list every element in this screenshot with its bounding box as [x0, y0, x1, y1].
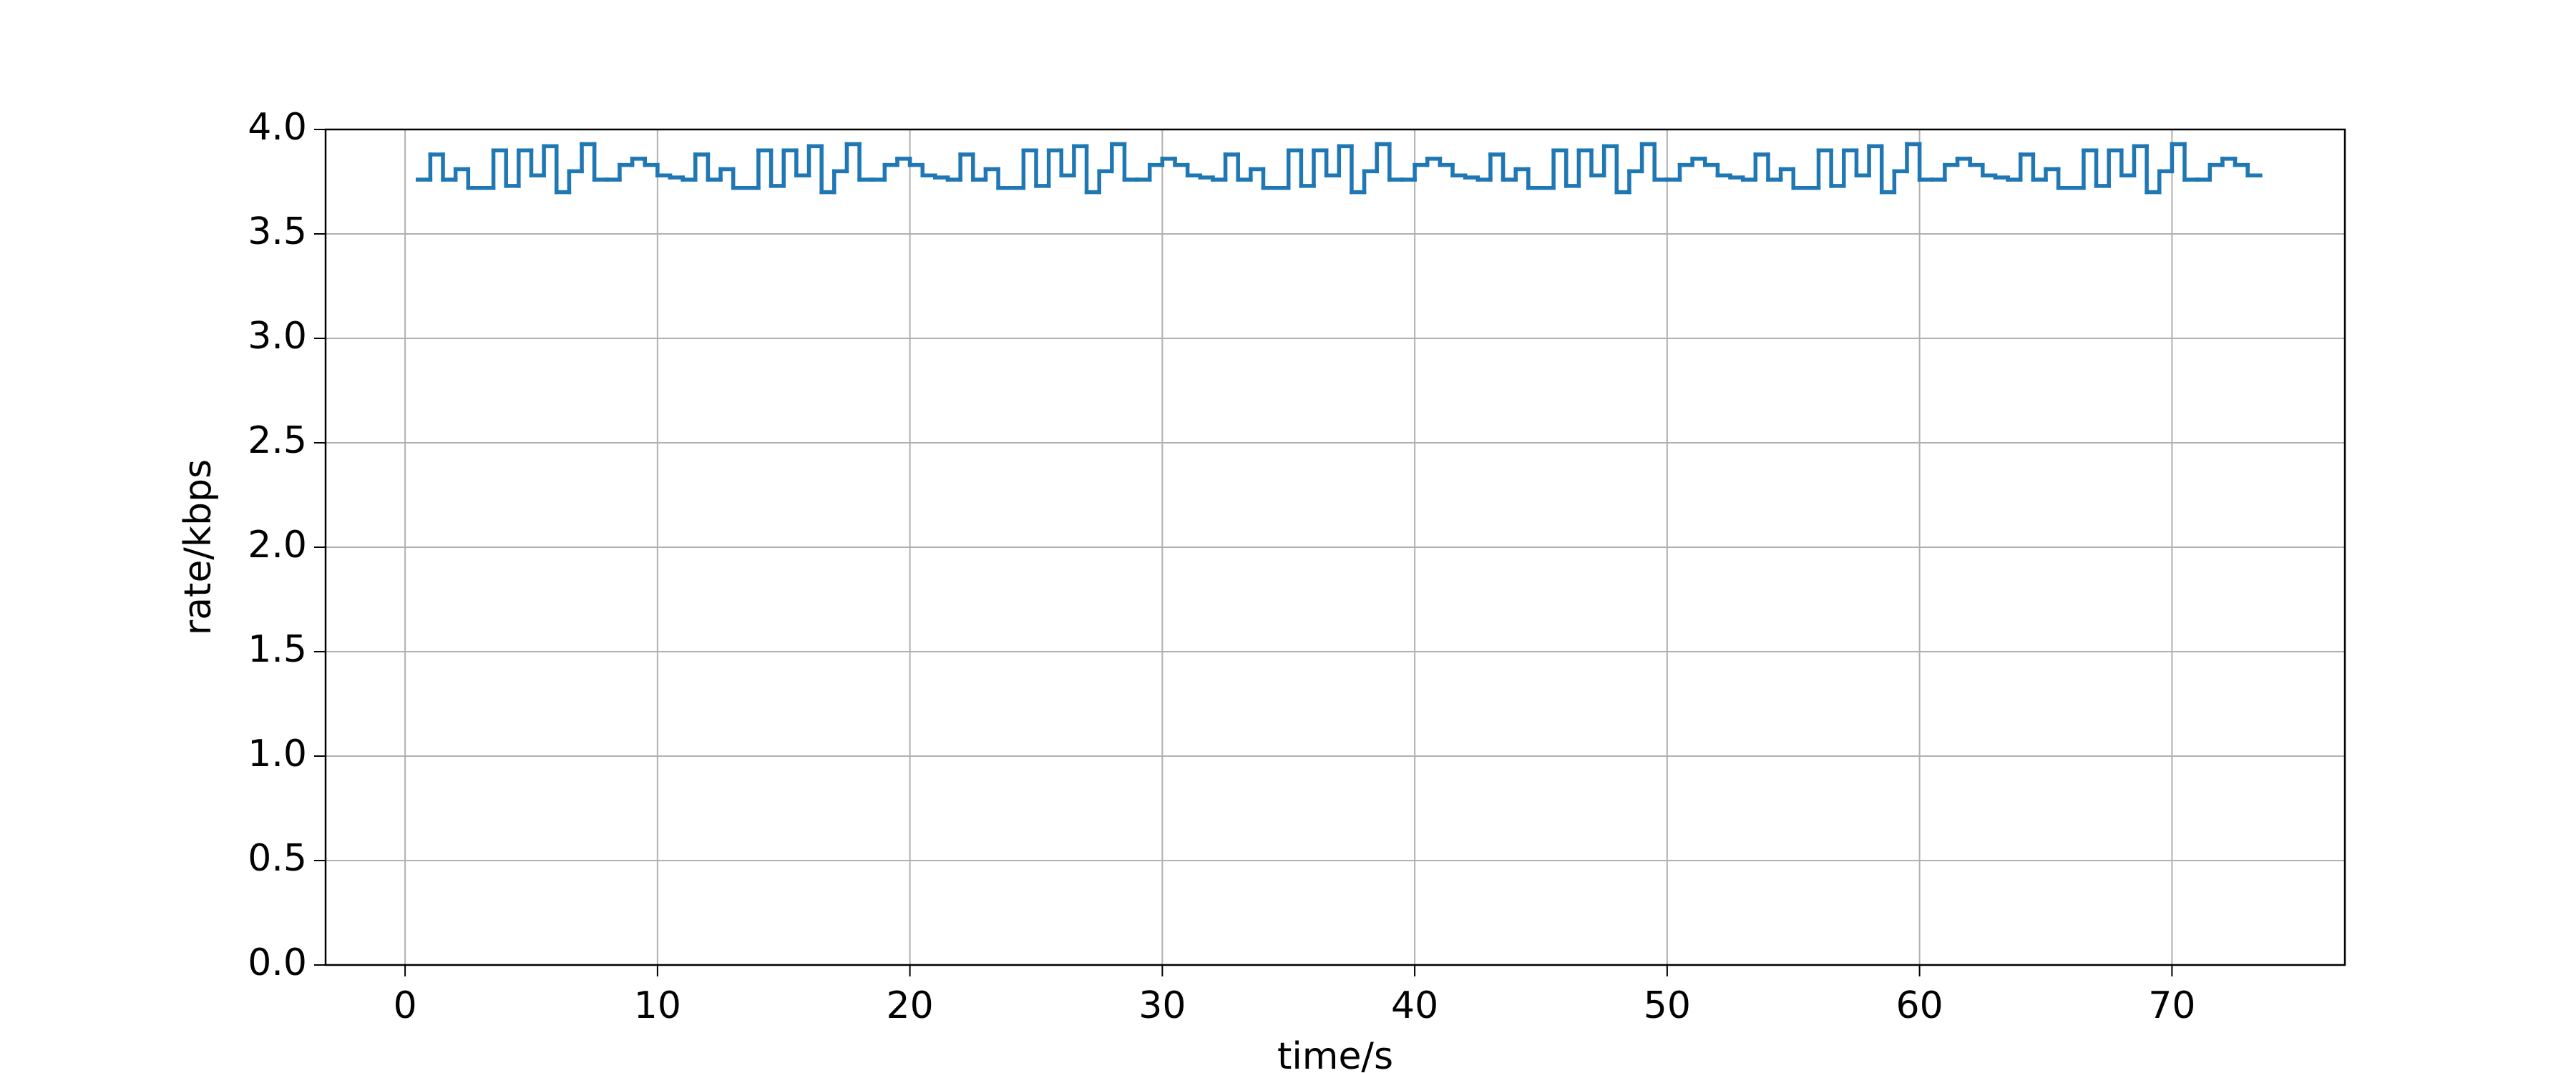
y-tick-label: 1.5: [248, 628, 307, 671]
x-tick-label: 70: [2148, 984, 2195, 1027]
y-axis-label: rate/kbps: [177, 459, 220, 635]
x-tick-label: 40: [1391, 984, 1438, 1027]
y-tick-label: 1.0: [248, 733, 307, 775]
y-tick-label: 3.5: [248, 210, 307, 253]
x-tick-label: 10: [634, 984, 681, 1027]
plot-frame: [324, 128, 2346, 966]
y-tick-label: 2.5: [248, 419, 307, 462]
x-tick-label: 20: [887, 984, 934, 1027]
y-tick-label: 3.0: [248, 315, 307, 358]
y-tick-label: 2.0: [248, 524, 307, 567]
x-axis-label: time/s: [1277, 1035, 1393, 1073]
x-tick-label: 30: [1138, 984, 1186, 1027]
x-tick-label: 0: [394, 984, 417, 1027]
y-tick-label: 0.5: [248, 837, 307, 880]
y-tick-label: 0.0: [248, 941, 307, 984]
x-tick-label: 50: [1644, 984, 1691, 1027]
x-tick-label: 60: [1896, 984, 1943, 1027]
y-tick-label: 4.0: [248, 106, 307, 149]
